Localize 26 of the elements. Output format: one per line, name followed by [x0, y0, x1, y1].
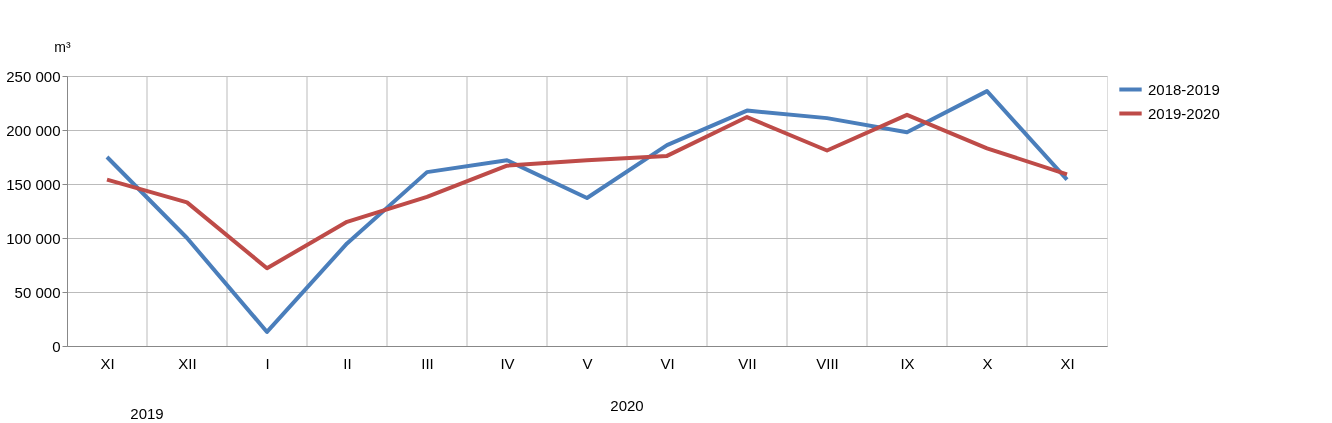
- line-series: [105, 89, 1069, 334]
- y-axis-title: m³: [54, 38, 71, 55]
- x-tick-label: III: [421, 354, 434, 372]
- x-tick-label: X: [982, 354, 993, 372]
- y-tick-label: 50 000: [14, 283, 61, 301]
- x-tick-label: II: [343, 354, 352, 372]
- x-tick-label: XII: [178, 354, 197, 372]
- legend-label: 2019-2020: [1148, 104, 1220, 122]
- y-tick-label: 100 000: [6, 229, 61, 247]
- x-tick-label: V: [582, 354, 593, 372]
- text: 2019: [130, 405, 164, 422]
- x-tick-label: IX: [900, 354, 915, 372]
- y-tick-label: 250 000: [6, 67, 61, 85]
- text: 2020: [610, 397, 644, 414]
- x-tick-label: IV: [500, 354, 515, 372]
- x-tick-label: VIII: [816, 354, 839, 372]
- x-tick-label: I: [265, 354, 270, 372]
- x-tick-label: VI: [660, 354, 675, 372]
- y-tick-label: 0: [52, 337, 61, 355]
- x-tick-label: XI: [1060, 354, 1075, 372]
- legend-label: 2018-2019: [1148, 80, 1220, 98]
- x-tick-label: VII: [738, 354, 757, 372]
- line-series: [105, 112, 1069, 271]
- x-tick-label: XI: [100, 354, 115, 372]
- y-tick-label: 200 000: [6, 121, 61, 139]
- y-tick-label: 150 000: [6, 175, 61, 193]
